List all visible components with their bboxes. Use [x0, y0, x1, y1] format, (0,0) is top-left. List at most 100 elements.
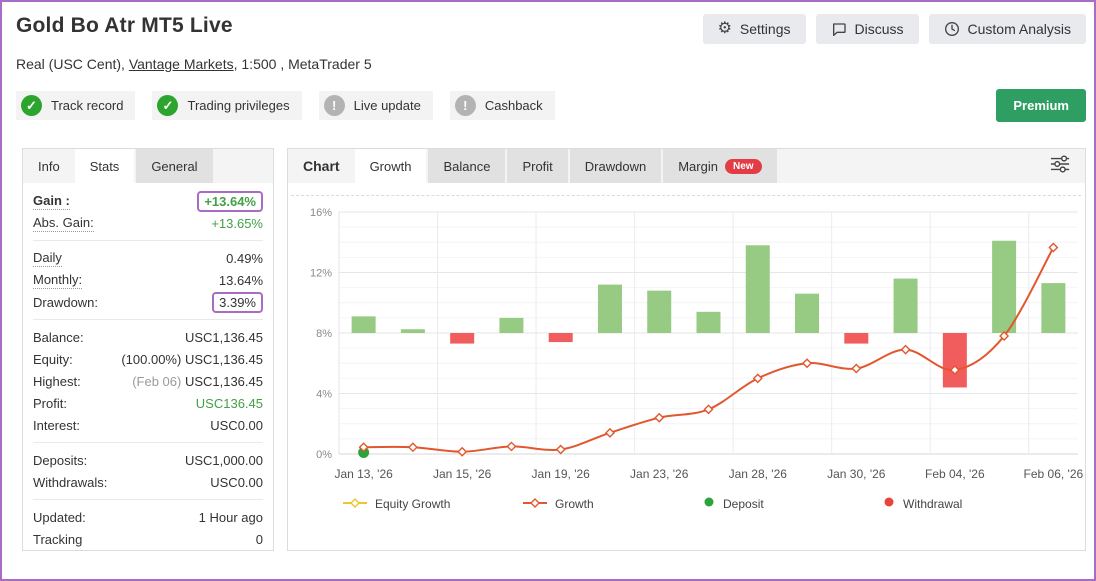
- daily-bar[interactable]: [450, 333, 475, 344]
- clock-icon: [944, 21, 960, 37]
- stat-row-profit: Profit: USC136.45: [33, 392, 263, 414]
- stat-label: Daily: [33, 249, 62, 267]
- filter-sliders-icon: [1049, 154, 1071, 179]
- line-point[interactable]: [457, 446, 468, 457]
- legend-item-growth[interactable]: Growth: [523, 496, 703, 511]
- x-axis-label: Jan 15, '26: [433, 467, 492, 481]
- stat-row-deposits: Deposits: USC1,000.00: [33, 449, 263, 471]
- badge-trading-privileges[interactable]: ✓ Trading privileges: [152, 91, 302, 120]
- discuss-button[interactable]: Discuss: [815, 14, 919, 44]
- line-point[interactable]: [851, 363, 862, 374]
- daily-bar[interactable]: [893, 278, 918, 333]
- tab-info[interactable]: Info: [23, 149, 75, 183]
- stat-value: USC0.00: [210, 474, 263, 490]
- tab-general[interactable]: General: [136, 149, 213, 183]
- custom-analysis-button[interactable]: Custom Analysis: [928, 14, 1086, 44]
- legend-line-icon: [523, 497, 547, 511]
- stat-label: Updated:: [33, 509, 86, 525]
- stat-value: 1 Hour ago: [198, 509, 263, 525]
- line-point[interactable]: [999, 331, 1010, 342]
- line-point[interactable]: [703, 404, 714, 415]
- stats-panel: Info Stats General Gain : +13.64% Abs. Gai…: [22, 148, 274, 551]
- line-point[interactable]: [604, 427, 615, 438]
- x-axis-label: Jan 19, '26: [532, 467, 591, 481]
- stat-value: USC1,136.45: [184, 329, 263, 345]
- legend-label: Growth: [555, 496, 594, 511]
- stat-row-balance: Balance: USC1,136.45: [33, 326, 263, 348]
- legend-item-withdrawal[interactable]: Withdrawal: [883, 496, 1063, 511]
- tab-chart[interactable]: Chart: [288, 149, 355, 183]
- chart-tabbar: Chart Growth Balance Profit Drawdown Mar…: [288, 149, 1085, 183]
- line-point[interactable]: [1048, 242, 1059, 253]
- header: Gold Bo Atr MT5 Live ⚙ Settings Discuss …: [2, 2, 1094, 44]
- daily-bar[interactable]: [696, 311, 721, 333]
- stat-row-highest: Highest: (Feb 06) USC1,136.45: [33, 370, 263, 392]
- x-axis-label: Jan 28, '26: [729, 467, 788, 481]
- divider: [33, 240, 263, 241]
- daily-bar[interactable]: [1041, 283, 1066, 333]
- line-point[interactable]: [654, 412, 665, 423]
- chart-filter-button[interactable]: [1049, 149, 1085, 183]
- badge-live-update[interactable]: ! Live update: [318, 91, 433, 120]
- daily-bar[interactable]: [942, 333, 967, 388]
- daily-bar[interactable]: [499, 317, 524, 333]
- daily-bar[interactable]: [400, 329, 425, 333]
- stat-value: USC1,000.00: [184, 452, 263, 468]
- premium-button[interactable]: Premium: [996, 89, 1086, 122]
- daily-bar[interactable]: [351, 316, 376, 333]
- daily-bar[interactable]: [745, 245, 770, 333]
- daily-bar[interactable]: [647, 290, 672, 333]
- daily-bar[interactable]: [548, 333, 573, 343]
- x-axis-label: Jan 13, '26: [334, 467, 393, 481]
- stat-label: Deposits:: [33, 452, 88, 468]
- deposit-marker[interactable]: [358, 446, 370, 458]
- tab-margin[interactable]: Margin New: [663, 149, 777, 183]
- growth-chart-area: 0% 4% 8% 12% 16% Jan 13, '26 Jan 15, '26 Jan 19…: [291, 195, 1084, 511]
- stat-value: 13.64%: [218, 272, 263, 288]
- legend-line-icon: [343, 497, 367, 511]
- line-point[interactable]: [555, 444, 566, 455]
- daily-bar[interactable]: [844, 333, 869, 344]
- line-point[interactable]: [802, 358, 813, 369]
- header-actions: ⚙ Settings Discuss Custom Analysis: [702, 14, 1086, 44]
- daily-bar[interactable]: [795, 293, 820, 333]
- check-icon: ✓: [21, 95, 42, 116]
- stat-row-equity: Equity: (100.00%) USC1,136.45: [33, 348, 263, 370]
- stat-row-monthly: Monthly: 13.64%: [33, 269, 263, 291]
- daily-bar[interactable]: [992, 240, 1017, 333]
- y-axis-label: 12%: [310, 268, 332, 280]
- stat-label: Gain :: [33, 192, 70, 210]
- stat-label: Equity:: [33, 351, 73, 367]
- line-point[interactable]: [752, 373, 763, 384]
- badge-track-record[interactable]: ✓ Track record: [16, 91, 136, 120]
- legend-item-equity-growth[interactable]: Equity Growth: [343, 496, 523, 511]
- stat-row-updated: Updated: 1 Hour ago: [33, 506, 263, 528]
- daily-bar[interactable]: [597, 284, 622, 333]
- broker-link[interactable]: Vantage Markets: [128, 56, 234, 72]
- stat-value-prefix: (Feb 06): [132, 373, 185, 389]
- line-point[interactable]: [900, 344, 911, 355]
- tab-stats[interactable]: Stats: [74, 149, 135, 183]
- growth-chart[interactable]: 0% 4% 8% 12% 16% Jan 13, '26 Jan 15, '26 Jan 19…: [291, 196, 1086, 486]
- stats-tabbar: Info Stats General: [23, 149, 273, 183]
- divider: [33, 319, 263, 320]
- check-icon: ✓: [157, 95, 179, 116]
- line-point[interactable]: [506, 441, 517, 452]
- badge-cashback[interactable]: ! Cashback: [449, 91, 555, 120]
- line-point[interactable]: [949, 365, 960, 376]
- tab-growth[interactable]: Growth: [354, 149, 427, 183]
- gear-icon: ⚙: [717, 20, 732, 37]
- x-axis-label: Feb 04, '26: [925, 467, 985, 481]
- tab-drawdown[interactable]: Drawdown: [569, 149, 662, 183]
- legend-item-deposit[interactable]: Deposit: [703, 496, 883, 511]
- line-point[interactable]: [358, 442, 369, 453]
- account-subtitle: Real (USC Cent), Vantage Markets, 1:500 …: [16, 56, 372, 72]
- line-point[interactable]: [407, 442, 418, 453]
- legend-label: Equity Growth: [375, 496, 451, 511]
- stat-label: Abs. Gain:: [33, 214, 94, 232]
- settings-button[interactable]: ⚙ Settings: [702, 14, 806, 44]
- chart-panel: Chart Growth Balance Profit Drawdown Mar…: [287, 148, 1086, 551]
- stat-label: Tracking: [33, 531, 83, 547]
- tab-balance[interactable]: Balance: [428, 149, 506, 183]
- tab-profit[interactable]: Profit: [507, 149, 568, 183]
